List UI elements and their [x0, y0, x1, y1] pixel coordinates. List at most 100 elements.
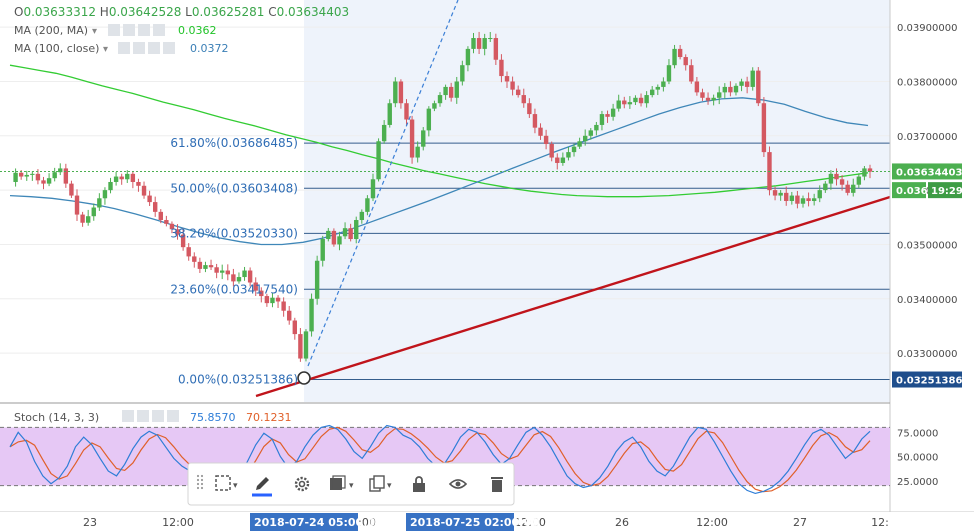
candle-body — [549, 143, 554, 158]
support-trendline[interactable] — [255, 195, 891, 398]
price-tag-label: 0.03634403 — [896, 167, 962, 178]
remove-button[interactable] — [163, 42, 175, 54]
candle-body — [610, 108, 616, 117]
candle-body — [275, 297, 281, 302]
chevron-down-icon[interactable]: ▾ — [92, 26, 97, 37]
layers-icon[interactable]: ▾ — [330, 475, 354, 491]
add-button[interactable] — [148, 42, 160, 54]
price-tick-label: 0.03900000 — [897, 23, 957, 34]
lock-icon[interactable] — [413, 476, 425, 492]
candle-body — [113, 176, 119, 182]
eye-icon[interactable] — [448, 479, 468, 489]
candle-body — [806, 198, 811, 201]
candle-body — [448, 86, 454, 98]
candle-body — [281, 301, 286, 311]
floating-toolbar[interactable]: ▾ ▾ ▾ — [187, 462, 515, 506]
price-tag — [892, 182, 926, 199]
candle-body — [74, 195, 80, 215]
candle-body — [152, 202, 158, 212]
time-tick-label: 12:00 — [514, 516, 546, 529]
candle-body — [147, 195, 152, 203]
candle-body — [180, 234, 186, 248]
remove-button[interactable] — [167, 410, 179, 422]
candle-body — [778, 192, 783, 196]
candle-body — [97, 198, 102, 208]
settings-button[interactable] — [133, 42, 145, 54]
candle-body — [728, 86, 733, 93]
settings-button[interactable] — [137, 410, 149, 422]
pencil-icon[interactable] — [252, 477, 272, 497]
candle-body — [320, 239, 325, 261]
candle-body — [18, 172, 24, 177]
stoch-tick-label: 75.0000 — [897, 428, 938, 439]
time-tick-label: 12:00 — [162, 516, 194, 529]
stoch-legend-name: Stoch (14, 3, 3) — [14, 411, 99, 424]
remove-button[interactable] — [153, 24, 165, 36]
fib-level-label: 38.20%(0.03520330) — [170, 226, 298, 240]
candle-body — [661, 81, 666, 87]
candle-body — [337, 236, 342, 245]
candle-body — [476, 38, 482, 49]
stoch-k-readout: 75.8570 — [190, 411, 236, 424]
add-button[interactable] — [138, 24, 150, 36]
candle-body — [253, 282, 258, 291]
candle-body — [689, 65, 694, 82]
candle-body — [493, 38, 499, 60]
candle-body — [867, 168, 873, 172]
price-tick-label: 0.03500000 — [897, 240, 957, 251]
price-tag — [892, 163, 962, 180]
candle-body — [834, 173, 839, 180]
candle-body — [722, 86, 728, 93]
candle-body — [231, 274, 236, 282]
clone-icon[interactable]: ▾ — [369, 475, 392, 492]
candle-body — [192, 256, 197, 262]
stoch-d-line — [9, 426, 871, 493]
candle-body — [761, 103, 767, 153]
fib-level-label: 50.00%(0.03603408) — [170, 181, 298, 195]
ma200-line — [9, 64, 869, 198]
frame-tool-icon[interactable]: ▾ — [215, 475, 238, 491]
time-tick-label: 12: — [871, 516, 889, 529]
ohlc-value: 0.03625281 — [192, 5, 265, 19]
gear-icon[interactable] — [294, 476, 310, 492]
trash-icon[interactable] — [491, 477, 503, 492]
candle-body — [817, 190, 822, 199]
candle-body — [856, 176, 862, 185]
candle-body — [46, 178, 52, 184]
chart-legend: O0.03633312 H0.03642528 L0.03625281 C0.0… — [14, 5, 349, 424]
candle-body — [555, 157, 560, 163]
candle-body — [845, 184, 850, 193]
settings-button[interactable] — [123, 24, 135, 36]
candle-body — [342, 228, 348, 237]
candle-body — [700, 92, 705, 98]
candle-body — [437, 95, 443, 104]
trendline-anchor-handle[interactable] — [297, 371, 311, 385]
stoch-legend-buttons[interactable] — [122, 410, 179, 422]
candle-body — [376, 141, 381, 180]
candle-body — [158, 211, 163, 221]
candle-body — [588, 130, 593, 136]
candle-body — [750, 70, 755, 87]
candle-body — [186, 247, 191, 257]
settings-button[interactable] — [122, 410, 134, 422]
candle-body — [164, 220, 169, 224]
price-axis[interactable]: 0.03900000 0.03800000 0.03700000 0.03600000… — [897, 23, 957, 360]
chevron-down-icon[interactable]: ▾ — [103, 44, 108, 55]
candle-body — [175, 229, 180, 235]
add-button[interactable] — [152, 410, 164, 422]
time-axis[interactable]: 23 12:00 12:00 12:00 26 12:00 27 12:2018-07-24 … — [83, 513, 889, 531]
settings-button[interactable] — [108, 24, 120, 36]
time-tick-label: 27 — [793, 516, 807, 529]
candle-body — [13, 172, 18, 182]
drag-handle-icon[interactable] — [196, 474, 204, 490]
candle-body — [510, 81, 515, 90]
dashed-trend-projection[interactable] — [307, 0, 459, 367]
svg-text:▾: ▾ — [387, 481, 392, 491]
candle-body — [739, 81, 744, 86]
stoch-legend: Stoch (14, 3, 3) 75.8570 70.1231 — [14, 410, 292, 424]
settings-button[interactable] — [118, 42, 130, 54]
svg-text:▾: ▾ — [349, 481, 354, 491]
candle-body — [538, 127, 543, 136]
candle-body — [482, 38, 487, 49]
